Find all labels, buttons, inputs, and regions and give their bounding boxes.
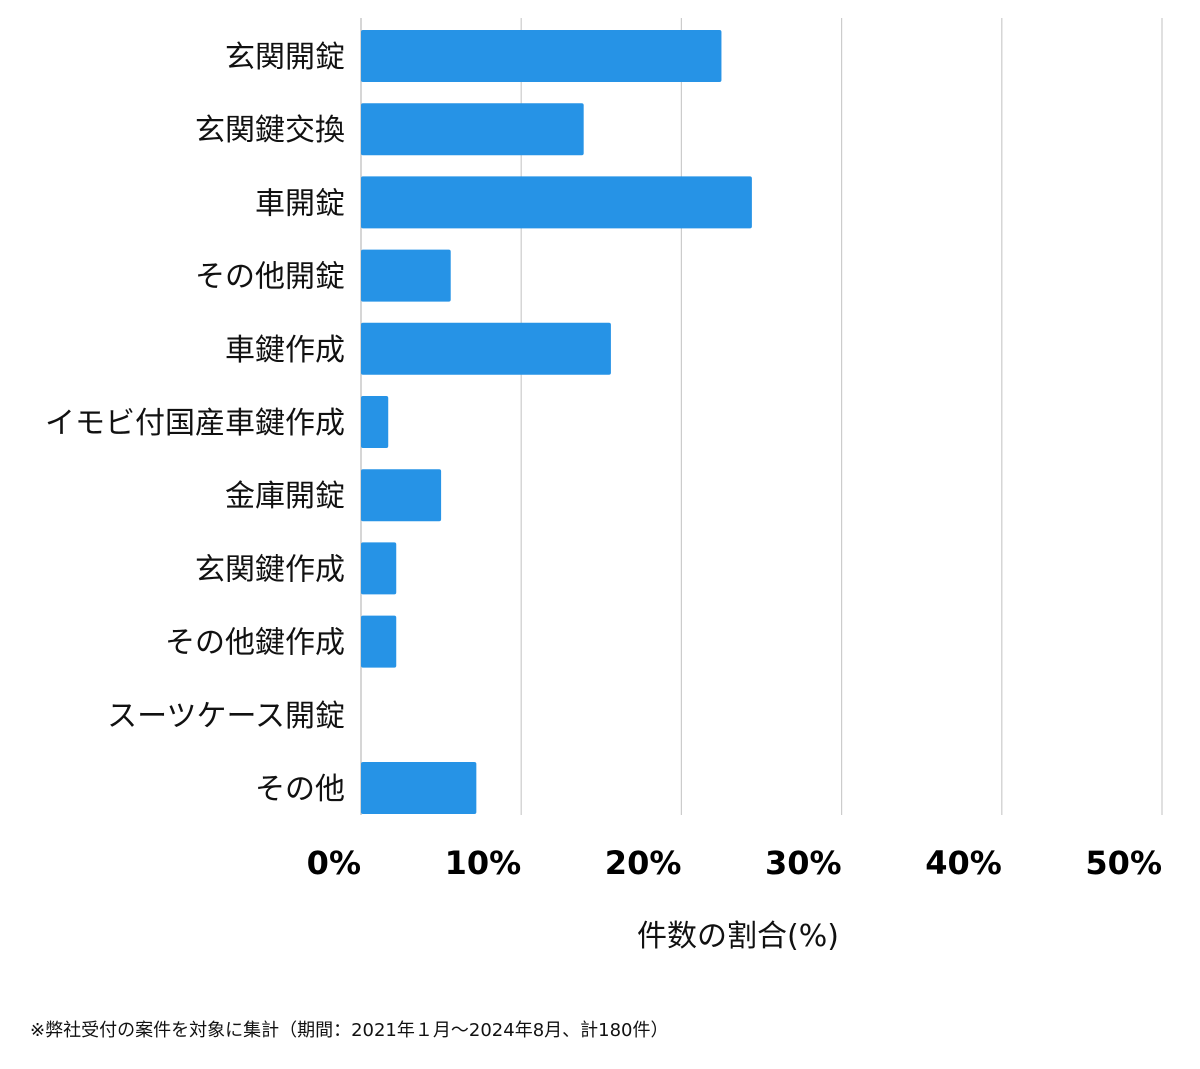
category-label-6: 金庫開錠 <box>225 479 345 514</box>
category-label-2: 車開錠 <box>255 186 345 221</box>
category-label-9: スーツケース開錠 <box>107 699 345 734</box>
bar-5 <box>361 396 389 448</box>
footnote: ※弊社受付の案件を対象に集計（期間：2021年１月〜2024年8月、計180件） <box>30 1020 669 1041</box>
category-labels: 玄関開錠玄関鍵交換車開錠その他開錠車鍵作成イモビ付国産車鍵作成金庫開錠玄関鍵作成… <box>45 40 345 807</box>
x-tick-label-10: 10% <box>445 844 522 882</box>
category-label-7: 玄関鍵作成 <box>195 552 345 587</box>
bar-6 <box>361 469 442 522</box>
x-tick-label-40: 40% <box>925 844 1002 882</box>
category-label-3: その他開錠 <box>195 260 345 295</box>
bars <box>361 30 752 814</box>
category-label-0: 玄関開錠 <box>225 40 345 75</box>
bar-8 <box>361 615 397 668</box>
bar-1 <box>361 103 584 156</box>
bar-3 <box>361 249 451 302</box>
bar-chart: 玄関開錠玄関鍵交換車開錠その他開錠車鍵作成イモビ付国産車鍵作成金庫開錠玄関鍵作成… <box>45 18 1163 954</box>
x-tick-label-50: 50% <box>1085 844 1162 882</box>
category-label-4: 車鍵作成 <box>225 333 345 368</box>
category-label-8: その他鍵作成 <box>165 626 345 661</box>
bar-2 <box>361 176 752 229</box>
bar-4 <box>361 322 611 375</box>
category-label-10: その他 <box>255 772 345 807</box>
bar-7 <box>361 542 397 595</box>
category-label-1: 玄関鍵交換 <box>195 113 345 148</box>
bar-0 <box>361 30 722 82</box>
x-tick-labels: 0% 10% 20% 30% 40% 50% <box>307 844 1162 882</box>
x-tick-label-0: 0% <box>307 844 361 882</box>
category-label-5: イモビ付国産車鍵作成 <box>45 406 345 441</box>
bar-10 <box>361 762 477 814</box>
x-axis-title: 件数の割合(%) <box>637 919 839 954</box>
x-tick-label-20: 20% <box>605 844 682 882</box>
x-tick-label-30: 30% <box>765 844 842 882</box>
